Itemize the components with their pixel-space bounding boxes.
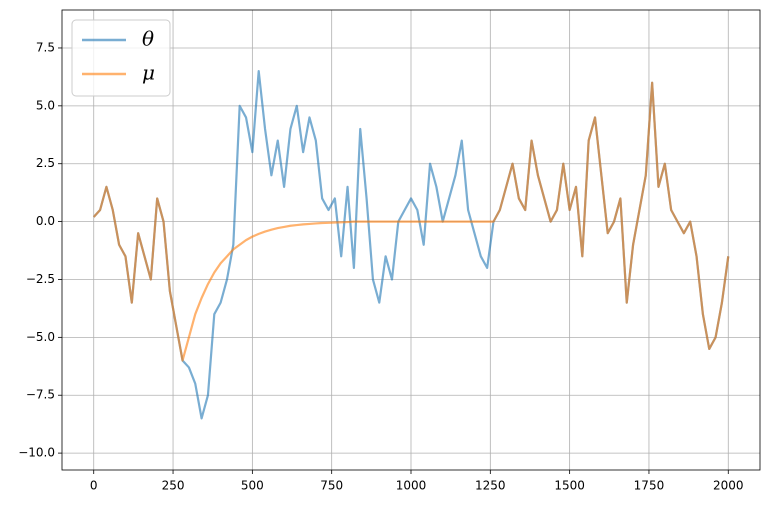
y-tick-label: 5.0 xyxy=(36,98,55,112)
y-tick-label: 7.5 xyxy=(36,40,55,54)
y-tick-label: −7.5 xyxy=(26,388,55,402)
y-tick-label: 0.0 xyxy=(36,214,55,228)
x-tick-label: 0 xyxy=(90,479,98,493)
legend-label: μ xyxy=(142,61,155,85)
x-tick-label: 1750 xyxy=(634,479,665,493)
x-tick-label: 1250 xyxy=(475,479,506,493)
y-tick-label: −10.0 xyxy=(18,446,55,460)
x-tick-label: 1000 xyxy=(396,479,427,493)
x-tick-label: 750 xyxy=(320,479,343,493)
legend: θμ xyxy=(71,19,171,97)
x-tick-label: 1500 xyxy=(554,479,585,493)
legend-box xyxy=(71,19,171,97)
plot-frame xyxy=(61,9,761,471)
y-tick-label: −5.0 xyxy=(26,330,55,344)
legend-label: θ xyxy=(142,27,154,51)
series-line xyxy=(92,81,730,362)
y-tick-label: −2.5 xyxy=(26,272,55,286)
x-tick-label: 250 xyxy=(162,479,185,493)
x-tick-label: 2000 xyxy=(713,479,744,493)
y-tick-label: 2.5 xyxy=(36,156,55,170)
x-tick-label: 500 xyxy=(241,479,264,493)
